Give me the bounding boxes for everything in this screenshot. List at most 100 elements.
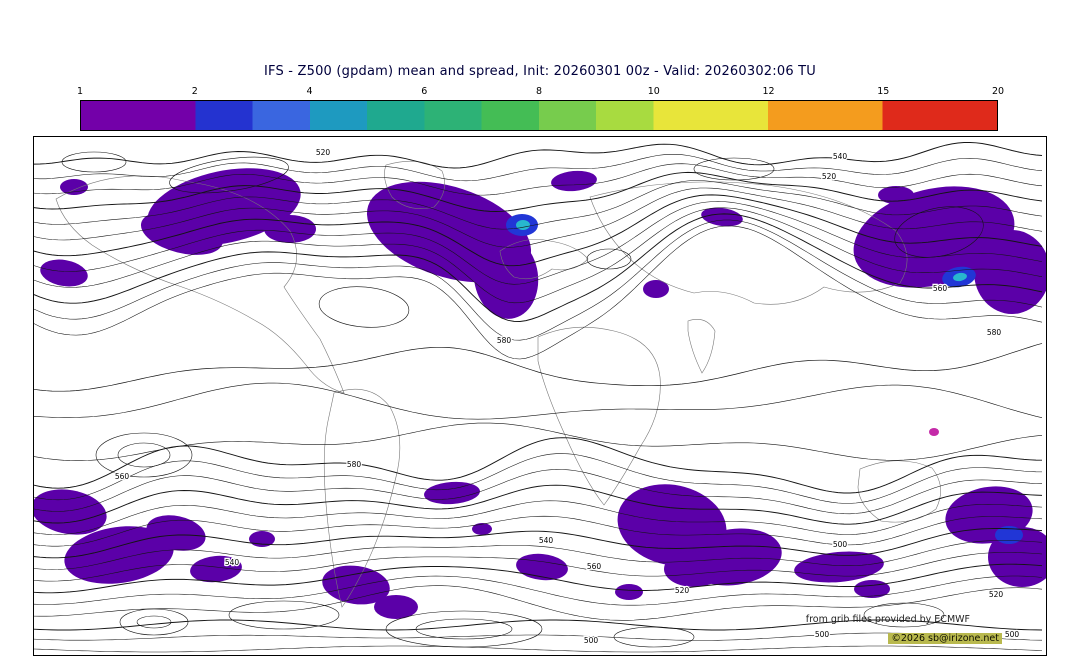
spread-region: [140, 211, 224, 255]
spread-region: [551, 170, 597, 192]
contour-loop: [169, 156, 289, 194]
colorbar-tick: 8: [535, 86, 543, 97]
contour-line: [34, 422, 1043, 461]
attribution-source: from grib files provided by ECMWF: [805, 614, 970, 625]
spread-region: [995, 526, 1023, 544]
spread-region: [190, 555, 242, 583]
spread-region: [664, 551, 724, 587]
contour-line: [34, 194, 1043, 267]
contour-label: 540: [539, 536, 554, 545]
colorbar-tick: 6: [421, 86, 428, 97]
spread-region: [516, 220, 530, 230]
contour-line: [34, 201, 1043, 285]
contour-line: [34, 484, 1043, 525]
contour-label: 500: [815, 630, 830, 639]
spread-region: [794, 551, 884, 583]
contour-loop: [894, 206, 984, 258]
attribution-copyright: ©2026 sb@irizone.net: [888, 633, 1002, 644]
contour-label: 580: [497, 336, 512, 345]
contour-label: 580: [987, 328, 1002, 337]
spread-region: [34, 489, 107, 535]
contour-line: [34, 154, 1043, 182]
contour-loop: [136, 615, 172, 629]
contour-loop: [61, 151, 127, 173]
contour-label: 520: [675, 586, 690, 595]
colorbar-tick: 15: [877, 86, 890, 97]
contour-line: [34, 207, 1043, 304]
contour-loop: [613, 626, 695, 648]
spread-region: [953, 272, 967, 282]
contour-line: [34, 453, 1043, 504]
contour-label: 560: [933, 284, 948, 293]
weather-map-svg: 520 540 520 560 580 580 560 580 540 540 560 520 500 5…: [34, 142, 1046, 653]
spread-region: [146, 515, 206, 551]
contour-line: [34, 552, 1043, 582]
contour-loop: [415, 618, 513, 640]
contour-line: [34, 575, 1043, 606]
spread-region: [974, 230, 1046, 314]
contour-line: [34, 515, 1043, 547]
spread-region: [40, 259, 88, 287]
spread-region: [264, 215, 316, 243]
contour-line: [34, 343, 1043, 392]
contour-loop: [693, 157, 775, 181]
contour-line: [34, 142, 1043, 169]
colorbar: 1 2 4 6 8 10 12 15 20: [76, 86, 1004, 131]
contour-line: [34, 163, 1043, 196]
contour-line: [34, 219, 1043, 341]
contour-line: [34, 437, 1043, 494]
contour-line: [34, 187, 1043, 248]
contour-line: [34, 645, 1043, 653]
contour-line: [34, 528, 1043, 559]
colorbar-tick: 10: [647, 86, 660, 97]
colorbar-tick-labels: 1 2 4 6 8 10 12 15 20: [76, 86, 1004, 99]
contour-loop: [586, 248, 632, 270]
spread-region: [424, 481, 480, 505]
contour-line: [34, 540, 1043, 570]
contour-label: 580: [347, 460, 362, 469]
spread-region: [643, 280, 669, 298]
colorbar-tick: 4: [306, 86, 313, 97]
contour-label: 520: [989, 590, 1004, 599]
continent-outline: [589, 181, 908, 305]
contour-line: [34, 180, 1043, 230]
contour-line: [34, 213, 1043, 322]
spread-region: [473, 235, 539, 319]
contour-loop: [228, 600, 340, 630]
contour-loop: [863, 602, 945, 628]
contour-line: [34, 225, 1043, 360]
spread-region: [854, 580, 890, 598]
contour-label: 500: [584, 636, 599, 645]
chart-title: IFS - Z500 (gpdam) mean and spread, Init…: [264, 64, 816, 79]
contour-loop: [117, 442, 171, 468]
continent-outline: [857, 460, 941, 523]
spread-region: [701, 207, 743, 227]
contour-loop: [95, 432, 193, 478]
spread-region: [615, 584, 643, 600]
contour-label: 540: [225, 558, 240, 567]
colorbar-tick: 1: [76, 86, 84, 97]
contour-loop: [318, 286, 410, 328]
spread-region: [472, 523, 492, 535]
contour-loop: [119, 608, 189, 636]
colorbar-tick: 20: [991, 86, 1005, 97]
map-area: 520 540 520 560 580 580 560 580 540 540 560 520 500 5…: [33, 136, 1047, 656]
contour-line: [34, 469, 1043, 515]
spread-region: [374, 595, 418, 619]
continent-outline: [537, 326, 661, 506]
contour-label: 540: [833, 152, 848, 161]
contour-label: 500: [1005, 630, 1020, 639]
contour-label: 560: [115, 472, 130, 481]
contour-label: 500: [833, 540, 848, 549]
contour-line: [34, 500, 1043, 535]
continent-outline: [499, 239, 589, 280]
contour-label: 520: [316, 148, 331, 157]
continent-outline: [323, 388, 401, 608]
contour-label: 520: [822, 172, 837, 181]
continent-outline: [55, 175, 345, 394]
colorbar-tick: 12: [762, 86, 775, 97]
continent-outline: [687, 319, 716, 374]
contour-loop: [385, 610, 543, 648]
contour-line: [34, 563, 1043, 594]
spread-region: [929, 428, 939, 436]
